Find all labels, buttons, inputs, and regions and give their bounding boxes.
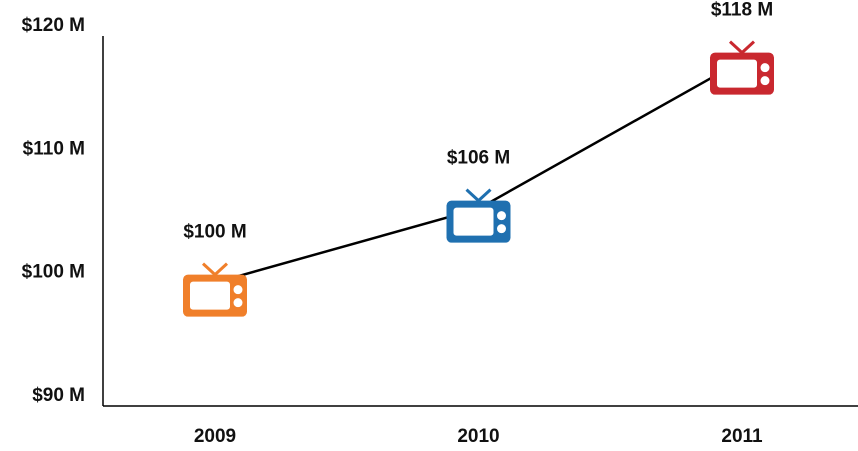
antenna: [728, 40, 756, 55]
tv-screen: [453, 207, 494, 236]
data-label: $100 M: [183, 222, 246, 243]
tv-screen: [717, 59, 757, 88]
tv-knob: [760, 63, 770, 73]
tv-screen: [190, 281, 230, 310]
y-tick-label: $100 M: [22, 262, 85, 283]
data-label: $106 M: [447, 148, 510, 169]
x-tick-label: 2011: [721, 426, 763, 447]
antenna: [465, 188, 492, 203]
tv-marker: [710, 40, 774, 95]
x-tick-label: 2009: [194, 426, 236, 447]
tv-knob: [497, 211, 506, 221]
tv-knob: [233, 285, 243, 295]
tv-knob: [760, 76, 770, 86]
x-tick-label: 2010: [457, 426, 499, 447]
data-label: $118 M: [711, 0, 773, 21]
y-tick-label: $120 M: [22, 15, 85, 36]
tv-knob: [233, 298, 243, 308]
y-tick-label: $90 M: [32, 385, 85, 406]
antenna: [201, 262, 229, 277]
tv-marker: [183, 262, 247, 317]
tv-marker: [446, 188, 511, 243]
tv-knob: [497, 224, 506, 234]
line: [214, 59, 743, 284]
y-tick-label: $110 M: [23, 138, 85, 159]
